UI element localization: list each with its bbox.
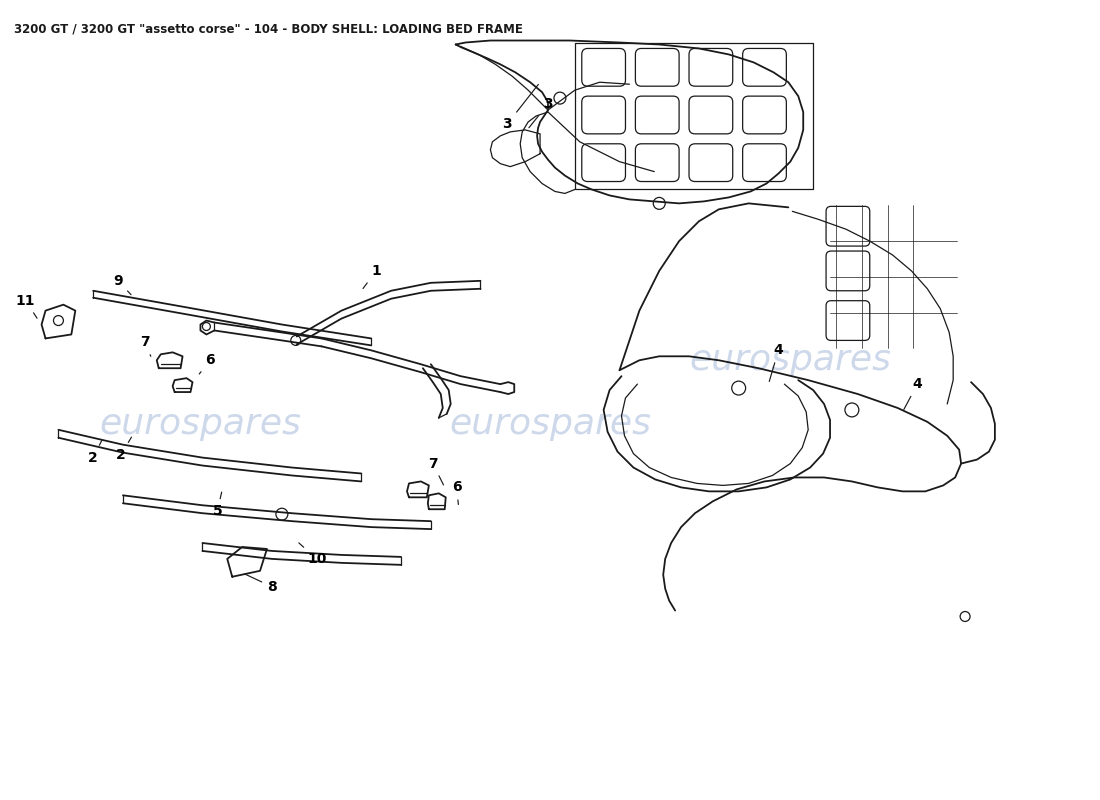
Text: 7: 7 [140,335,151,356]
Text: 7: 7 [428,457,443,485]
Text: 6: 6 [199,354,216,374]
Text: 5: 5 [212,492,222,518]
Text: 8: 8 [244,574,277,594]
Text: 3: 3 [503,85,538,131]
Text: 2: 2 [117,437,132,462]
Text: 1: 1 [363,264,381,289]
Text: eurospares: eurospares [690,343,891,378]
Text: 10: 10 [299,543,327,566]
Text: 3200 GT / 3200 GT "assetto corse" - 104 - BODY SHELL: LOADING BED FRAME: 3200 GT / 3200 GT "assetto corse" - 104 … [14,22,522,36]
Text: 11: 11 [15,294,37,318]
Text: 9: 9 [113,274,131,294]
Text: 6: 6 [452,480,462,505]
Text: 2: 2 [88,440,102,465]
Text: eurospares: eurospares [449,407,651,441]
Text: 4: 4 [769,343,783,382]
Text: 3: 3 [529,97,553,128]
Text: eurospares: eurospares [99,407,301,441]
Text: 4: 4 [904,377,922,410]
